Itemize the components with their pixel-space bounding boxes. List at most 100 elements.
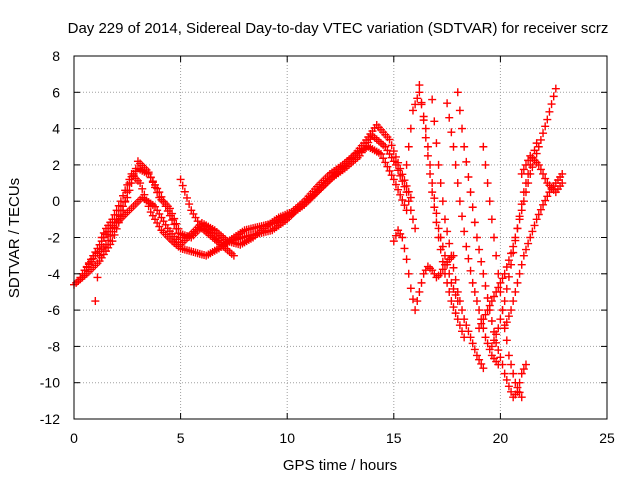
data-point xyxy=(421,124,430,133)
data-point xyxy=(400,176,409,185)
y-tick-label: -12 xyxy=(40,411,60,427)
data-point xyxy=(498,360,507,369)
data-point xyxy=(470,218,479,227)
data-point xyxy=(404,187,413,196)
data-point xyxy=(539,200,548,209)
data-point xyxy=(411,306,420,315)
data-point xyxy=(398,170,407,179)
data-point xyxy=(458,306,467,315)
x-tick-label: 0 xyxy=(70,430,78,446)
data-point xyxy=(182,193,191,202)
data-point xyxy=(517,393,526,402)
data-point xyxy=(455,297,464,306)
data-point xyxy=(509,248,518,257)
data-point xyxy=(530,146,539,155)
tick-labels: 0 5 10 15 20 25 -12 -10 -8 -6 -4 -2 0 2 4 6 8 xyxy=(40,48,615,446)
data-point xyxy=(451,275,460,284)
data-point xyxy=(110,210,119,219)
data-point xyxy=(428,95,437,104)
data-point xyxy=(163,207,172,216)
data-point xyxy=(494,346,503,355)
data-point xyxy=(498,306,507,315)
data-point xyxy=(383,162,392,171)
data-point xyxy=(402,160,411,169)
data-point xyxy=(389,175,398,184)
data-point xyxy=(487,342,496,351)
data-point xyxy=(114,201,123,210)
data-point xyxy=(389,147,398,156)
data-point xyxy=(458,124,467,133)
data-point xyxy=(229,251,238,260)
data-point xyxy=(504,272,513,281)
data-point xyxy=(483,306,492,315)
y-tick-label: -6 xyxy=(48,302,61,318)
x-tick-label: 5 xyxy=(177,430,185,446)
data-point xyxy=(121,186,130,195)
data-point xyxy=(106,232,115,241)
series-pass-3 xyxy=(80,142,411,275)
data-point xyxy=(481,310,490,319)
data-point xyxy=(121,197,130,206)
data-point xyxy=(477,359,486,368)
data-point xyxy=(391,180,400,189)
data-point xyxy=(519,188,528,197)
data-point xyxy=(547,100,556,109)
data-point xyxy=(513,224,522,233)
data-point xyxy=(500,269,509,278)
data-point xyxy=(496,315,505,324)
data-point xyxy=(180,187,189,196)
data-point xyxy=(400,201,409,210)
data-point xyxy=(513,387,522,396)
data-point xyxy=(472,233,481,242)
data-point xyxy=(136,179,145,188)
data-point xyxy=(481,333,490,342)
data-point xyxy=(434,233,443,242)
data-point xyxy=(440,269,449,278)
data-point xyxy=(532,139,541,148)
data-point xyxy=(455,106,464,115)
data-point xyxy=(432,139,441,148)
data-point xyxy=(536,165,545,174)
data-point xyxy=(458,212,467,221)
data-point xyxy=(394,185,403,194)
data-point xyxy=(485,301,494,310)
data-point xyxy=(157,192,166,201)
series-pass-14 xyxy=(487,139,541,351)
data-point xyxy=(411,224,420,233)
data-point xyxy=(502,284,511,293)
data-point xyxy=(462,157,471,166)
data-point xyxy=(445,239,454,248)
data-point xyxy=(417,278,426,287)
data-point xyxy=(515,378,524,387)
data-point xyxy=(466,333,475,342)
data-point xyxy=(423,151,432,160)
x-tick-label: 10 xyxy=(279,430,295,446)
series-pass-4 xyxy=(91,164,185,306)
data-point xyxy=(447,128,456,137)
data-point xyxy=(168,216,177,225)
data-point xyxy=(504,382,513,391)
data-point xyxy=(381,158,390,167)
x-axis-title: GPS time / hours xyxy=(283,457,397,474)
y-tick-label: 2 xyxy=(52,157,60,173)
data-point xyxy=(449,284,458,293)
data-point xyxy=(172,224,181,233)
data-point xyxy=(112,206,121,215)
data-point xyxy=(543,115,552,124)
data-point xyxy=(475,324,484,333)
data-point xyxy=(541,174,550,183)
data-point xyxy=(404,142,413,151)
series-pass-17 xyxy=(517,151,567,197)
data-point xyxy=(460,227,469,236)
data-point xyxy=(485,197,494,206)
data-point xyxy=(481,281,490,290)
data-point xyxy=(494,283,503,292)
data-point xyxy=(385,166,394,175)
data-point xyxy=(517,200,526,209)
data-point xyxy=(487,297,496,306)
data-point xyxy=(449,142,458,151)
data-point xyxy=(389,237,398,246)
data-point xyxy=(415,287,424,296)
data-point xyxy=(404,269,413,278)
data-point xyxy=(502,375,511,384)
